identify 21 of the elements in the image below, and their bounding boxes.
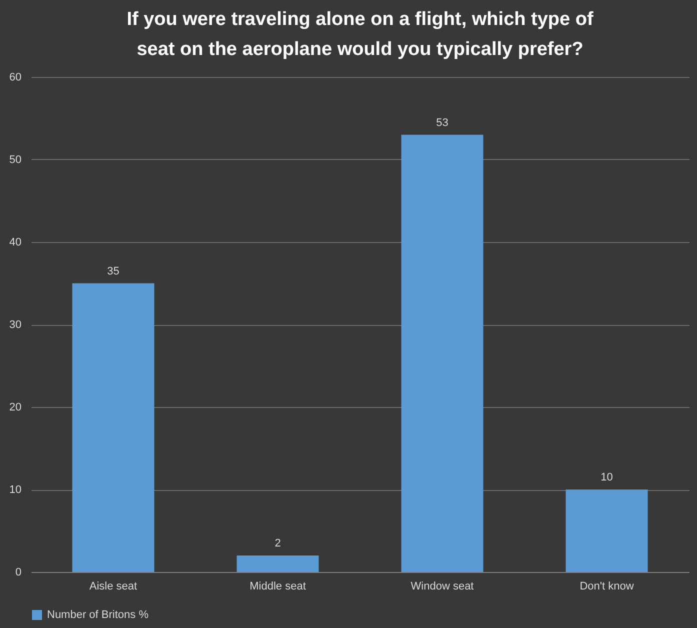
x-tick-label: Don't know — [580, 580, 634, 592]
bar — [236, 556, 319, 572]
x-tick-label: Window seat — [410, 580, 474, 592]
y-tick-label: 20 — [9, 402, 22, 414]
bar — [566, 490, 648, 572]
data-label: 53 — [436, 116, 448, 129]
bar — [72, 283, 154, 572]
x-tick-label: Aisle seat — [89, 580, 138, 592]
x-tick-label: Middle seat — [250, 580, 306, 592]
chart-title: If you were traveling alone on a flight, which type of seat on the aeroplane would you typically prefer? — [126, 9, 594, 60]
y-tick-label: 0 — [15, 566, 22, 578]
bar — [401, 134, 484, 572]
y-tick-label: 60 — [9, 72, 22, 84]
y-tick-label: 30 — [9, 319, 22, 331]
y-tick-label: 50 — [9, 154, 22, 166]
data-label: 35 — [107, 265, 120, 278]
legend-label: Number of Britons % — [47, 609, 149, 621]
data-label: 2 — [274, 538, 281, 550]
y-tick-label: 40 — [9, 236, 22, 248]
data-label: 10 — [600, 472, 613, 484]
y-tick-label: 10 — [9, 484, 22, 496]
